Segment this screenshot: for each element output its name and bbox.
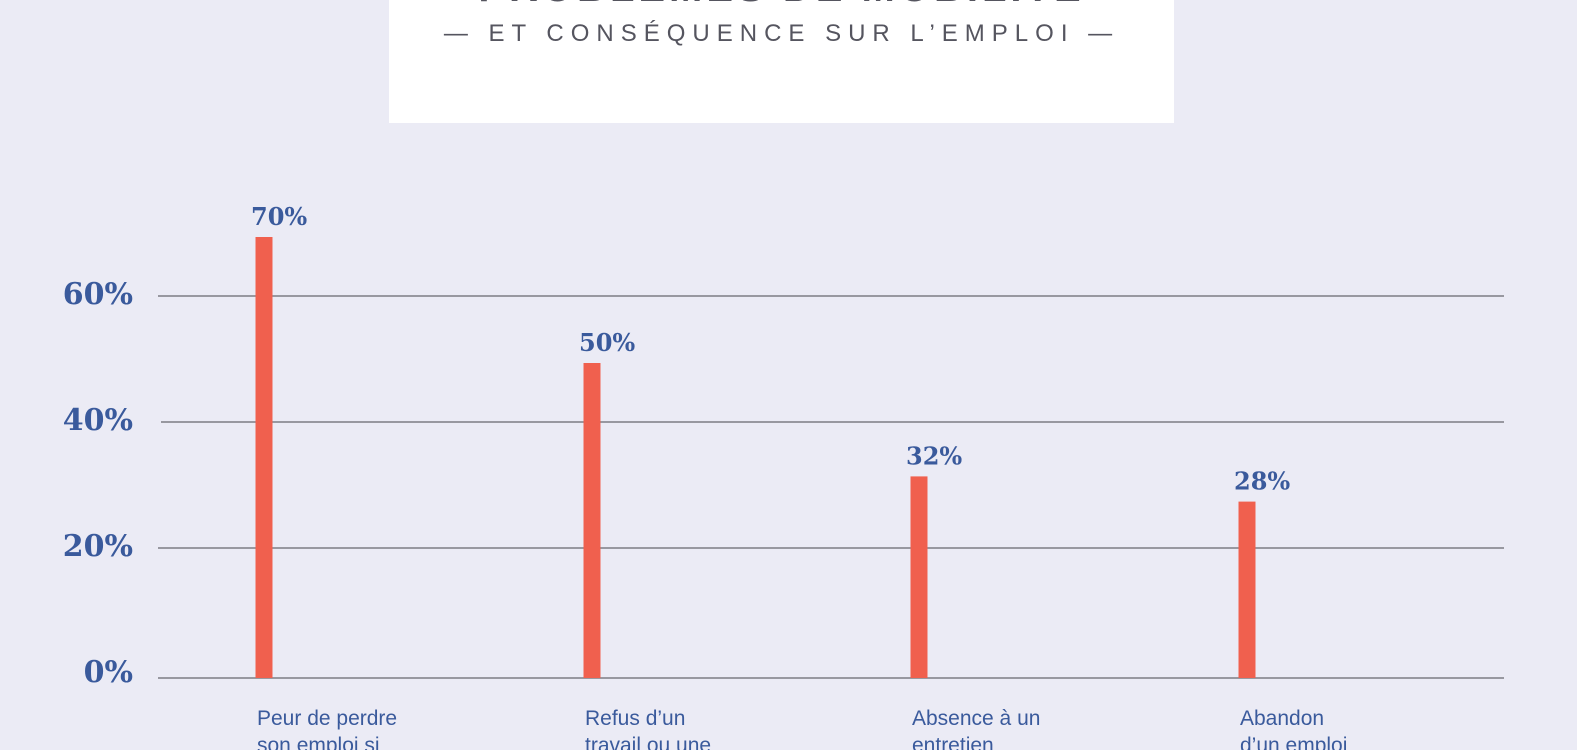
data-label: 28% (1234, 467, 1290, 496)
chart-title: PROBLÈMES DE MOBILITÉ (389, 0, 1174, 11)
y-tick-label: 20% (63, 529, 133, 564)
category-label: son emploi si (257, 734, 380, 750)
y-tick-label: 60% (63, 277, 133, 312)
title-card: PROBLÈMES DE MOBILITÉ — ET CONSÉQUENCE S… (389, 0, 1174, 123)
bar (1238, 501, 1256, 678)
chart-subtitle: — ET CONSÉQUENCE SUR L’EMPLOI — (443, 20, 1120, 47)
category-label: Abandon (1240, 707, 1324, 730)
y-tick-label: 40% (63, 403, 133, 438)
category-label: entretien (912, 734, 994, 750)
bar (255, 237, 273, 678)
category-label: Absence à un (912, 707, 1040, 730)
data-label: 50% (579, 328, 635, 357)
y-tick-label: 0% (84, 655, 133, 690)
category-label: travail ou une (585, 734, 711, 750)
category-label: d’un emploi (1240, 734, 1347, 750)
category-label: Refus d’un (585, 707, 685, 730)
data-label: 70% (251, 202, 307, 231)
bar (910, 476, 928, 678)
bar (583, 363, 601, 678)
data-label: 32% (906, 441, 962, 470)
category-label: Peur de perdre (257, 707, 397, 730)
